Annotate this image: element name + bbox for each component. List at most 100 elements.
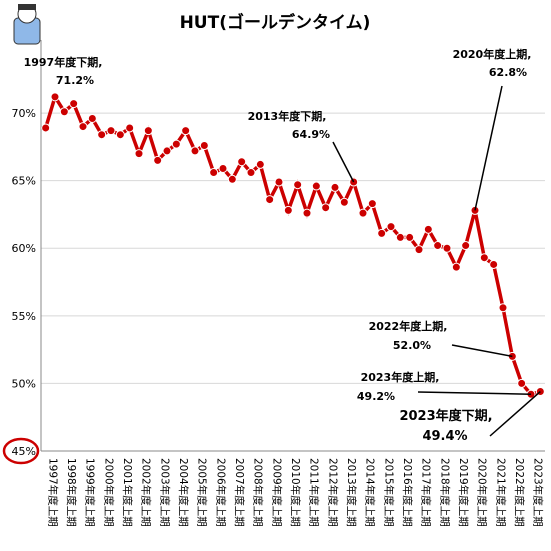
x-tick-label: 2013年度上期 [345, 458, 358, 527]
data-label: 49.4% [422, 429, 467, 444]
x-tick-label: 2023年度上期 [532, 458, 545, 527]
point [321, 203, 331, 213]
point [78, 122, 88, 132]
x-tick-label: 2001年度上期 [121, 458, 134, 527]
annotation-line [451, 344, 513, 358]
annotation: 2013年度下期, [248, 109, 327, 123]
x-tick-label: 2014年度上期 [364, 458, 377, 527]
x-tick-label: 2007年度上期 [233, 458, 246, 527]
point [358, 208, 368, 218]
x-tick-label: 2012年度上期 [326, 458, 339, 527]
point [162, 146, 172, 156]
annotation: 2022年度上期, [369, 319, 448, 333]
point [69, 99, 79, 109]
x-tick-label: 2009年度上期 [270, 458, 283, 527]
point [181, 126, 191, 136]
x-tick-label: 2011年度上期 [308, 458, 321, 527]
x-tick-label: 2010年度上期 [289, 458, 302, 527]
x-tick-label: 2000年度上期 [102, 458, 115, 527]
point [190, 146, 200, 156]
data-label: 62.8% [489, 66, 527, 79]
y-tick-label: 55% [12, 310, 36, 323]
point [237, 157, 247, 167]
x-tick-label: 2017年度上期 [420, 458, 433, 527]
point [171, 139, 181, 149]
point [41, 123, 51, 133]
point [97, 130, 107, 140]
y-tick-label: 65% [12, 175, 36, 188]
annotation-line [474, 85, 503, 211]
point [339, 197, 349, 207]
x-tick-label: 2015年度上期 [382, 458, 395, 527]
y-tick-label: 50% [12, 377, 36, 390]
point [395, 232, 405, 242]
point [311, 181, 321, 191]
annotation-line [332, 141, 355, 183]
point [414, 245, 424, 255]
point [293, 180, 303, 190]
point [209, 168, 219, 178]
data-label: 52.0% [393, 339, 431, 352]
point [125, 123, 135, 133]
point [143, 126, 153, 136]
logo [13, 4, 41, 45]
point [377, 228, 387, 238]
x-tick-label: 2020年度上期 [476, 458, 489, 527]
x-tick-label: 2005年度上期 [196, 458, 209, 527]
data-label: 64.9% [292, 128, 330, 141]
x-tick-label: 1997年度上期 [46, 458, 59, 527]
highlight-circle [2, 437, 40, 465]
point [386, 222, 396, 232]
point [451, 262, 461, 272]
data-label: 49.2% [357, 390, 395, 403]
point [330, 182, 340, 192]
point [283, 205, 293, 215]
point [87, 113, 97, 123]
x-tick-label: 1998年度上期 [65, 458, 78, 527]
point [255, 159, 265, 169]
annotation: 1997年度下期, [24, 55, 103, 69]
x-tick-label: 2003年度上期 [158, 458, 171, 527]
point [517, 378, 527, 388]
point [274, 177, 284, 187]
point [461, 241, 471, 251]
point [115, 130, 125, 140]
point [265, 195, 275, 205]
point [227, 174, 237, 184]
point [50, 92, 60, 102]
point [218, 163, 228, 173]
point [153, 155, 163, 165]
x-tick-label: 2002年度上期 [140, 458, 153, 527]
annotation-line [417, 391, 532, 395]
chart-title: HUT(ゴールデンタイム) [180, 12, 371, 33]
point [442, 243, 452, 253]
y-tick-label: 45% [12, 445, 36, 458]
point [199, 141, 209, 151]
annotation-line [489, 390, 541, 437]
point [134, 149, 144, 159]
point [106, 126, 116, 136]
point [246, 168, 256, 178]
point [423, 224, 433, 234]
point [433, 241, 443, 251]
x-tick-label: 2019年度上期 [457, 458, 470, 527]
point [479, 253, 489, 263]
annotation: 2020年度上期, [453, 47, 532, 61]
x-tick-label: 2018年度上期 [438, 458, 451, 527]
y-tick-label: 70% [12, 107, 36, 120]
annotation: 2023年度上期, [361, 370, 440, 384]
point [489, 259, 499, 269]
x-tick-label: 2006年度上期 [214, 458, 227, 527]
x-tick-label: 1999年度上期 [84, 458, 97, 527]
x-tick-label: 2021年度上期 [494, 458, 507, 527]
data-label: 71.2% [56, 74, 94, 87]
point [59, 107, 69, 117]
x-tick-label: 2016年度上期 [401, 458, 414, 527]
point [367, 199, 377, 209]
x-tick-label: 2004年度上期 [177, 458, 190, 527]
point [405, 232, 415, 242]
x-tick-label: 2022年度上期 [513, 458, 526, 527]
y-tick-label: 60% [12, 242, 36, 255]
